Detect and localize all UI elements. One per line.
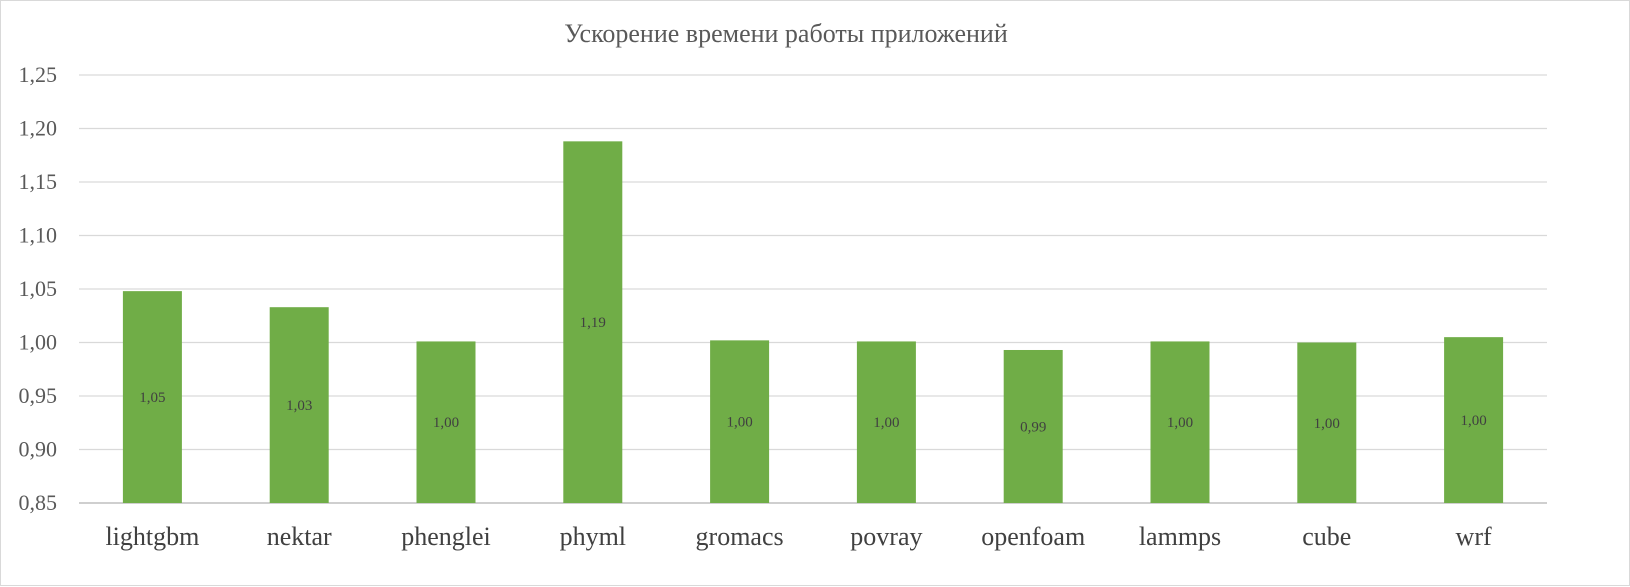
x-tick-label: cube — [1302, 522, 1351, 551]
bar-povray — [856, 341, 916, 503]
bar-gromacs — [710, 340, 770, 503]
x-tick-label: povray — [850, 522, 922, 551]
data-label: 1,03 — [286, 398, 312, 414]
bar-cube — [1297, 342, 1357, 503]
y-axis-tick-labels: 0,85 0,90 0,95 1,00 1,05 1,10 1,15 1,20 1,25 — [19, 62, 58, 515]
bars — [122, 141, 1504, 503]
bar-lammps — [1150, 341, 1210, 503]
y-tick-label: 1,20 — [19, 116, 58, 141]
x-tick-label: nektar — [267, 522, 332, 551]
x-tick-label: phenglei — [401, 522, 491, 551]
data-label: 1,00 — [1167, 415, 1193, 431]
data-labels: 1,05 1,03 1,00 1,19 1,00 1,00 0,99 1,00 1,00 1,00 — [139, 315, 1486, 435]
data-label: 1,05 — [139, 390, 165, 406]
data-label: 1,00 — [1314, 416, 1340, 432]
bar-phenglei — [416, 341, 476, 503]
x-tick-label: gromacs — [696, 522, 784, 551]
bar-nektar — [269, 307, 329, 503]
data-label: 1,00 — [873, 415, 899, 431]
x-tick-label: openfoam — [981, 522, 1085, 551]
data-label: 0,99 — [1020, 419, 1046, 435]
x-tick-label: wrf — [1456, 522, 1492, 551]
x-tick-label: lightgbm — [105, 522, 199, 551]
x-axis-tick-labels: lightgbm nektar phenglei phyml gromacs povray… — [105, 522, 1492, 551]
data-label: 1,00 — [433, 415, 459, 431]
y-tick-label: 1,10 — [19, 223, 58, 248]
data-label: 1,00 — [726, 415, 752, 431]
chart-title: Ускорение времени работы приложений — [564, 19, 1008, 48]
data-label: 1,00 — [1460, 413, 1486, 429]
y-tick-label: 1,25 — [19, 62, 58, 87]
bar-phyml — [563, 141, 623, 503]
bar-openfoam — [1003, 349, 1063, 503]
y-tick-label: 0,90 — [19, 437, 58, 462]
x-tick-label: lammps — [1139, 522, 1221, 551]
data-label: 1,19 — [580, 315, 606, 331]
bar-wrf — [1444, 337, 1504, 503]
y-tick-label: 1,00 — [19, 330, 58, 355]
bar-lightgbm — [122, 291, 182, 503]
y-tick-label: 0,85 — [19, 490, 58, 515]
y-tick-label: 0,95 — [19, 383, 58, 408]
y-tick-label: 1,15 — [19, 169, 58, 194]
y-tick-label: 1,05 — [19, 276, 58, 301]
x-tick-label: phyml — [560, 522, 626, 551]
